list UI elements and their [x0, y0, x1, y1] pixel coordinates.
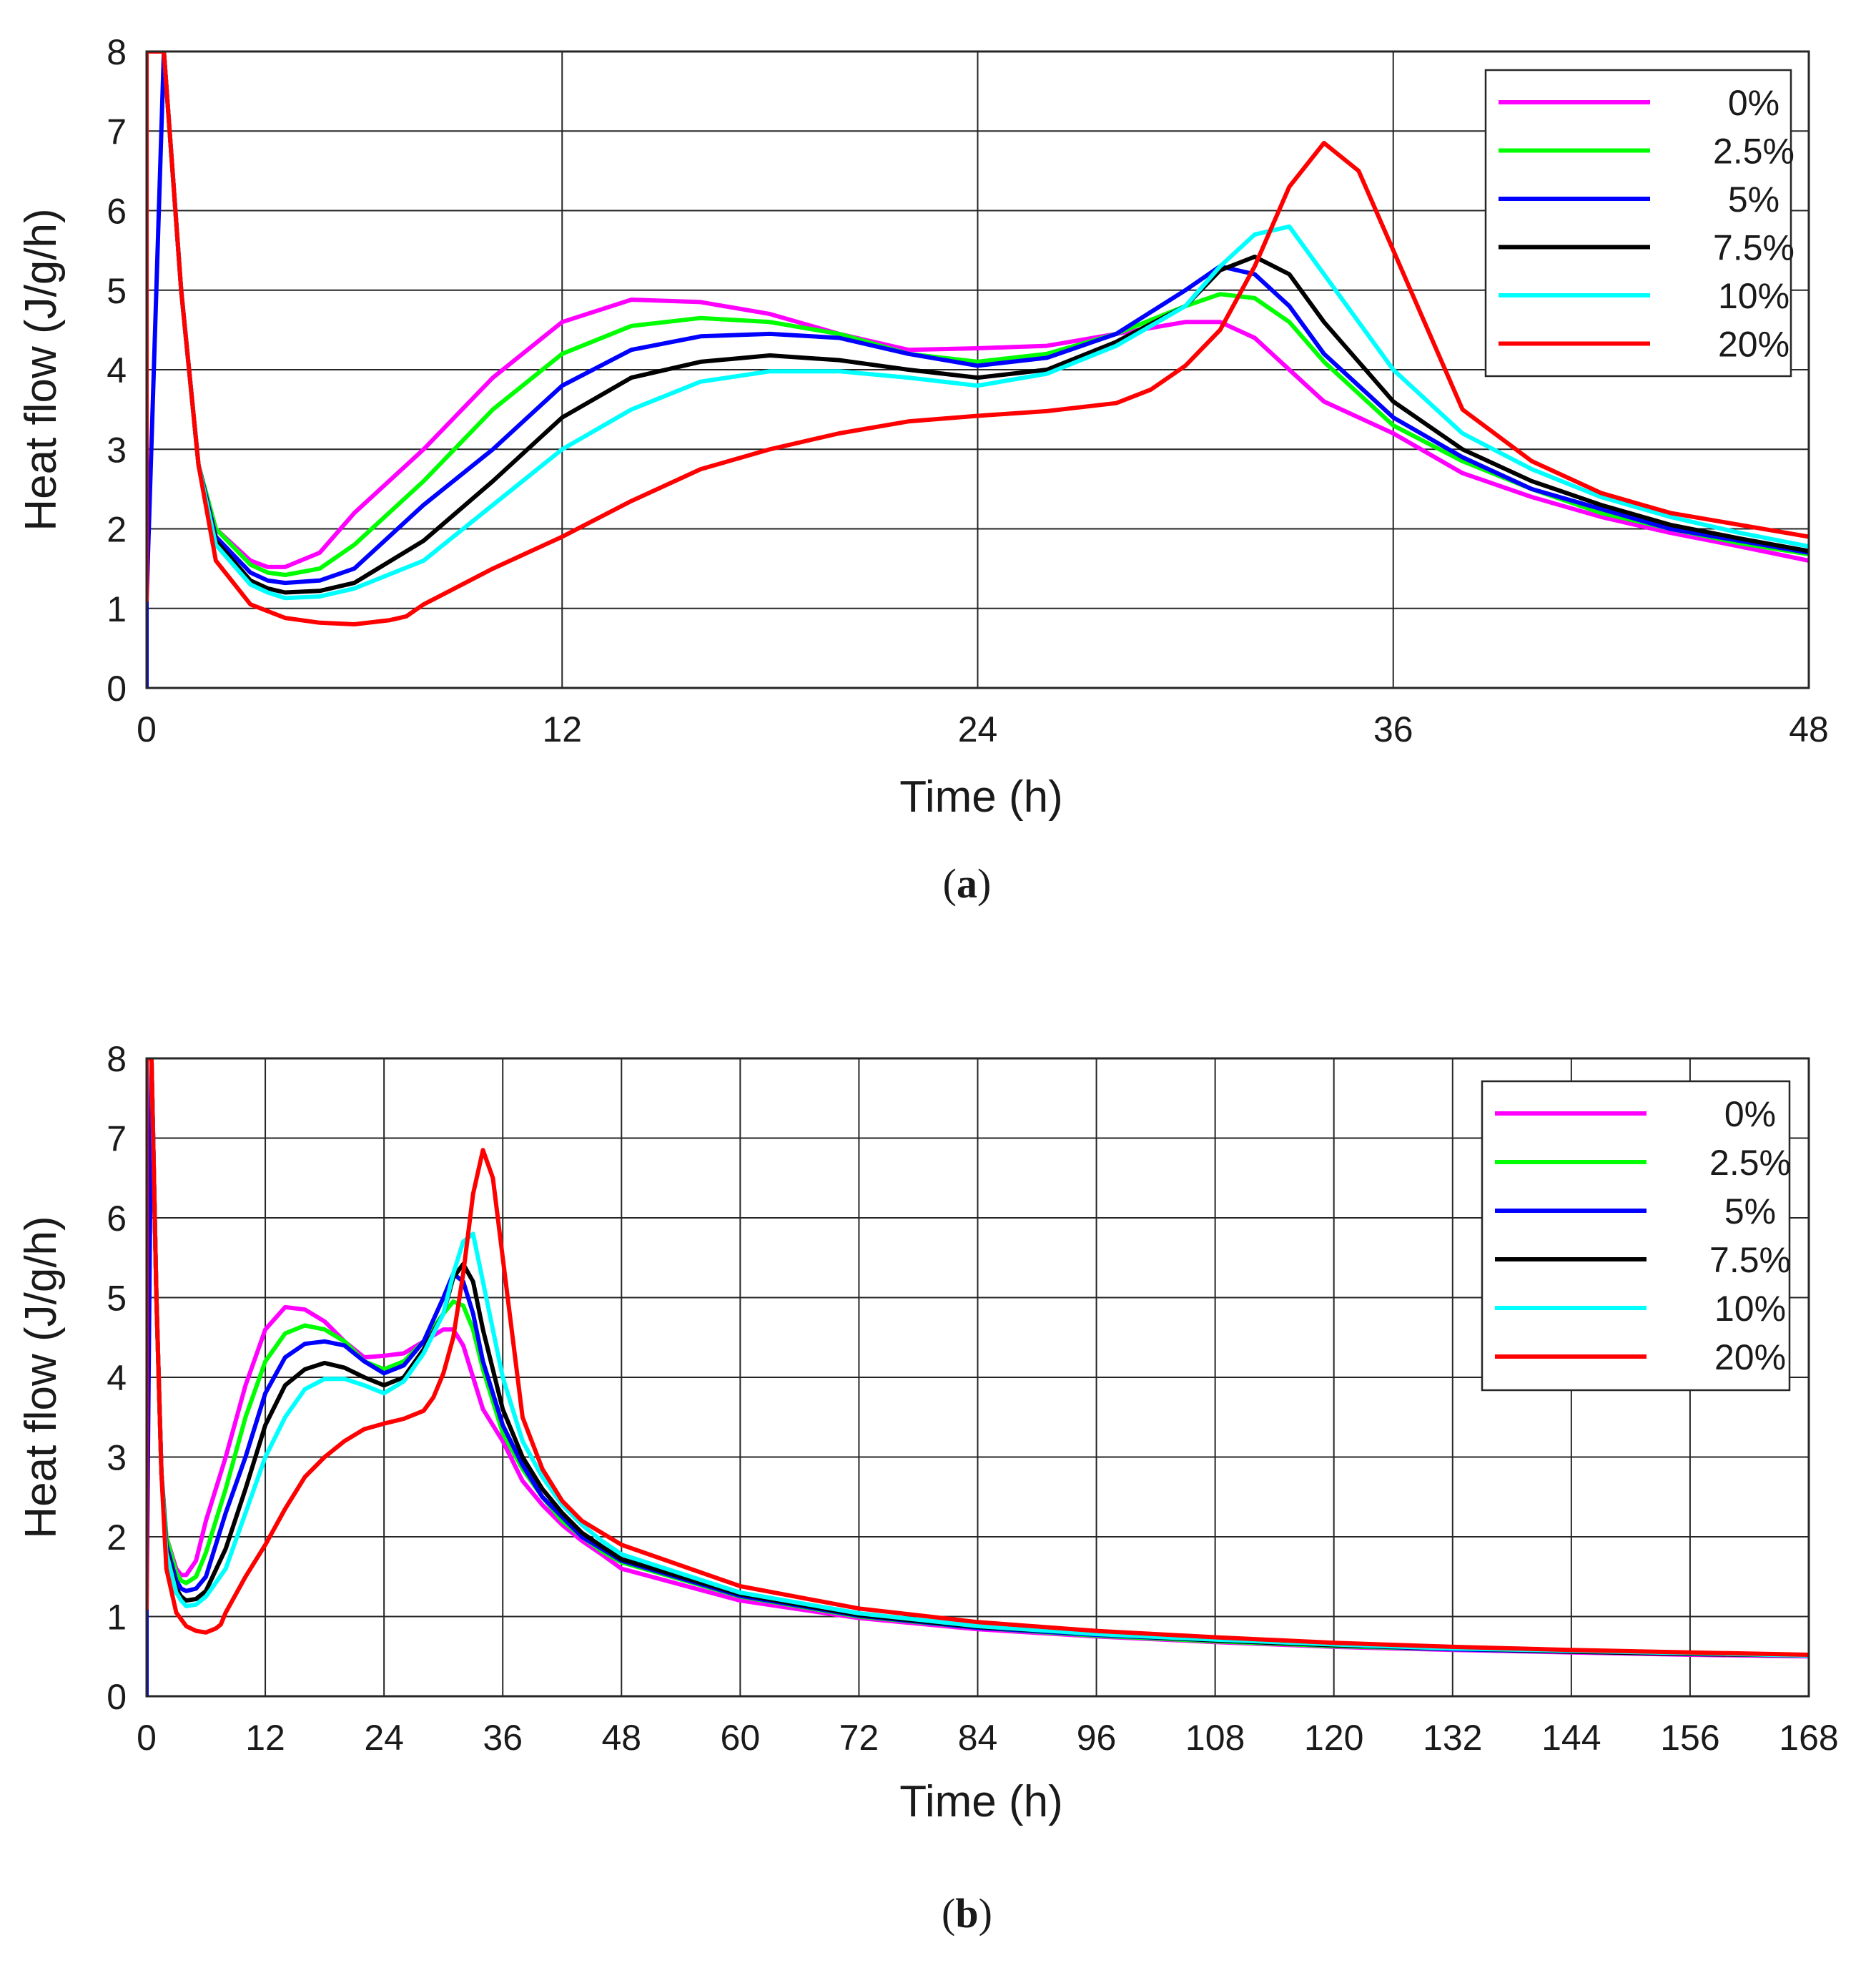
y-tick-label: 5 — [107, 271, 127, 311]
series-line-20% — [147, 1058, 1809, 1657]
y-axis-label: Heat flow (J/g/h) — [16, 208, 66, 531]
panel-label-open: ( — [942, 1890, 955, 1937]
panel-label: (a) — [943, 860, 992, 907]
x-tick-label: 48 — [601, 1718, 641, 1758]
series-line-10% — [162, 51, 1809, 601]
series-line-10% — [149, 1058, 1809, 1658]
legend-entry-label: 5% — [1728, 179, 1779, 220]
x-tick-label: 156 — [1660, 1718, 1719, 1758]
x-tick-label: 12 — [542, 709, 582, 749]
y-tick-label: 8 — [107, 1039, 127, 1079]
series-group — [147, 51, 1809, 688]
axes-frame — [145, 1057, 1810, 1698]
x-tick-label: 0 — [137, 709, 157, 749]
legend-entry-label: 0% — [1728, 83, 1779, 123]
chart-panel-b: 0 12 24 36 48 60 72 84 96 108 120 132 144 156 16801234… — [16, 1039, 1839, 1937]
panel-label-close: ) — [979, 1890, 992, 1937]
legend-entry-label: 2.5% — [1713, 132, 1794, 172]
legend-box — [1484, 69, 1792, 378]
panel-label-letter: a — [957, 860, 977, 907]
series-group — [147, 1058, 1809, 1696]
y-tick-label: 3 — [107, 430, 127, 470]
legend-entry-label: 10% — [1714, 1289, 1786, 1329]
x-tick-label: 24 — [958, 709, 998, 749]
legend-entry-label: 0% — [1724, 1094, 1776, 1134]
x-tick-label: 96 — [1077, 1718, 1117, 1758]
y-tick-label: 8 — [107, 32, 127, 72]
x-tick-label: 168 — [1779, 1718, 1838, 1758]
legend-entry-label: 7.5% — [1713, 228, 1794, 268]
legend-entry-label: 20% — [1718, 325, 1789, 365]
legend: 0% 2.5% 5% 7.5% 10% 20% — [1484, 69, 1794, 378]
legend-entry-label: 5% — [1724, 1191, 1776, 1231]
x-axis-label: Time (h) — [899, 772, 1062, 822]
y-tick-label: 3 — [107, 1438, 127, 1478]
y-axis-label: Heat flow (J/g/h) — [16, 1216, 66, 1538]
y-tick-label: 5 — [107, 1279, 127, 1319]
x-tick-label: 0 — [137, 1718, 157, 1758]
y-tick-label: 1 — [107, 589, 127, 629]
x-tick-label: 12 — [245, 1718, 285, 1758]
y-tick-label: 7 — [107, 1119, 127, 1159]
y-tick-label: 1 — [107, 1598, 127, 1638]
y-tick-label: 4 — [107, 350, 127, 390]
x-tick-label: 84 — [958, 1718, 998, 1758]
panel-label-close: ) — [977, 860, 991, 907]
x-tick-label: 36 — [483, 1718, 523, 1758]
panel-label-open: ( — [943, 860, 957, 907]
panel-label: (b) — [942, 1890, 992, 1937]
x-tick-label: 60 — [721, 1718, 761, 1758]
legend-entry-label: 20% — [1714, 1337, 1786, 1377]
y-tick-label: 4 — [107, 1358, 127, 1398]
y-tick-label: 0 — [107, 1677, 127, 1717]
x-tick-label: 144 — [1541, 1718, 1601, 1758]
y-tick-label: 2 — [107, 1517, 127, 1558]
legend-entry-label: 7.5% — [1709, 1240, 1791, 1280]
axes-frame — [145, 50, 1810, 689]
x-tick-label: 72 — [839, 1718, 879, 1758]
series-line-5% — [147, 51, 1809, 688]
x-tick-label: 24 — [364, 1718, 404, 1758]
x-tick-label: 36 — [1373, 709, 1413, 749]
legend: 0% 2.5% 5% 7.5% 10% 20% — [1481, 1080, 1791, 1392]
series-line-20% — [147, 51, 1809, 626]
y-tick-label: 6 — [107, 192, 127, 232]
y-tick-label: 2 — [107, 510, 127, 550]
series-line-7.5% — [162, 51, 1809, 595]
panel-label-letter: b — [955, 1890, 978, 1937]
y-tick-label: 7 — [107, 112, 127, 152]
x-tick-label: 108 — [1185, 1718, 1245, 1758]
legend-entry-label: 10% — [1718, 276, 1789, 316]
x-tick-label: 120 — [1304, 1718, 1363, 1758]
x-axis-label: Time (h) — [899, 1777, 1062, 1826]
y-tick-label: 6 — [107, 1199, 127, 1239]
x-tick-label: 132 — [1423, 1718, 1482, 1758]
legend-box — [1481, 1080, 1791, 1392]
y-tick-label: 0 — [107, 669, 127, 709]
legend-entry-label: 2.5% — [1709, 1143, 1791, 1183]
x-tick-label: 48 — [1789, 709, 1829, 749]
